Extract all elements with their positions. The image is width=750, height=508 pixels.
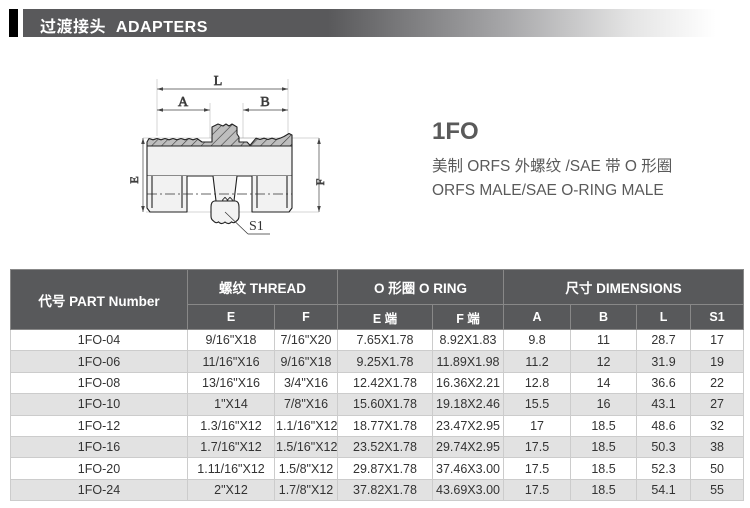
svg-text:E: E xyxy=(127,176,141,183)
svg-text:F: F xyxy=(313,178,327,185)
svg-text:S1: S1 xyxy=(249,219,264,234)
svg-text:B: B xyxy=(260,95,269,110)
svg-text:L: L xyxy=(214,74,223,89)
svg-text:A: A xyxy=(178,95,189,110)
